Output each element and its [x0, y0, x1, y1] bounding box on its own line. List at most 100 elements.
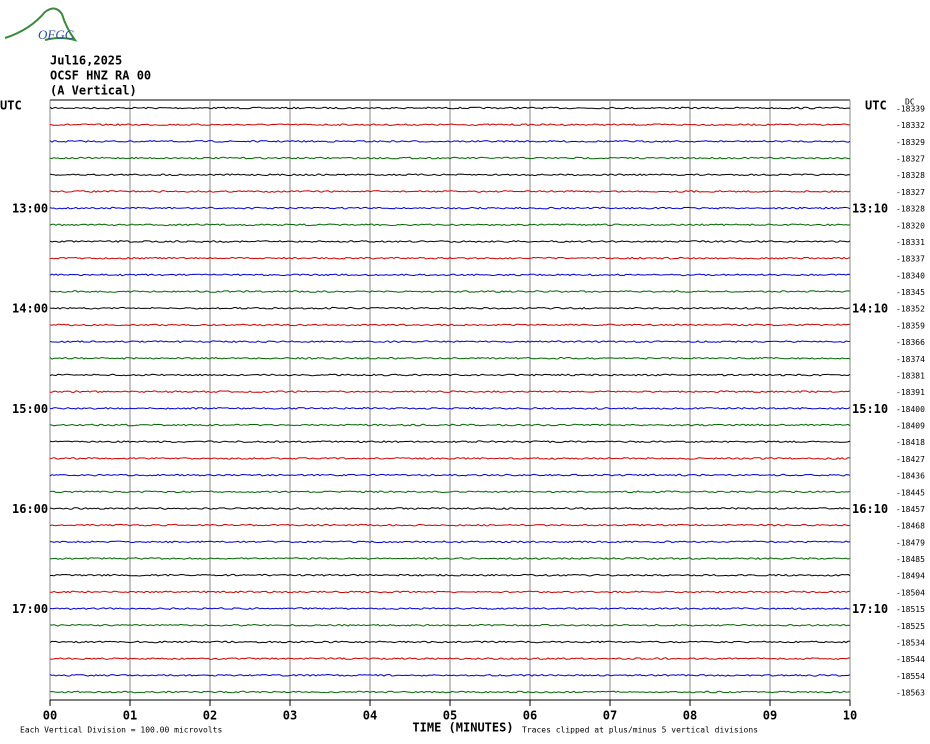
trace — [49, 640, 851, 644]
offset-label: -18327 — [896, 188, 925, 197]
offset-label: -18427 — [896, 455, 925, 464]
trace — [49, 540, 851, 544]
trace — [49, 573, 851, 577]
offset-label: -18525 — [896, 622, 925, 631]
trace — [49, 390, 851, 394]
offset-label: -18485 — [896, 555, 925, 564]
time-label: 17:10 — [852, 602, 888, 616]
trace — [49, 189, 851, 193]
trace — [49, 457, 851, 460]
offset-label: -18328 — [896, 171, 925, 180]
offset-label: -18554 — [896, 672, 925, 681]
offset-label: -18359 — [896, 321, 925, 330]
time-label: 15:10 — [852, 402, 888, 416]
offset-label: -18563 — [896, 689, 925, 698]
offset-label: -18374 — [896, 355, 925, 364]
x-tick-label: 09 — [763, 709, 777, 723]
time-label: 17:00 — [12, 602, 48, 616]
offset-label: -18515 — [896, 605, 925, 614]
trace — [49, 423, 851, 427]
time-label: 13:00 — [12, 202, 48, 216]
x-tick-label: 07 — [603, 709, 617, 723]
offset-label: -18400 — [896, 405, 925, 414]
trace — [49, 590, 851, 594]
offset-label: -18327 — [896, 155, 925, 164]
offset-label: -18320 — [896, 221, 925, 230]
x-tick-label: 10 — [843, 709, 857, 723]
offset-label: -18381 — [896, 371, 925, 380]
x-tick-label: 02 — [203, 709, 217, 723]
trace — [49, 290, 851, 293]
offset-label: -18340 — [896, 271, 925, 280]
time-label: 16:00 — [12, 502, 48, 516]
logo: OFGC — [38, 27, 74, 42]
offset-label: -18479 — [896, 538, 925, 547]
offset-label: -18457 — [896, 505, 925, 514]
time-label: 15:00 — [12, 402, 48, 416]
trace — [50, 690, 851, 694]
footnote: Traces clipped at plus/minus 5 vertical … — [522, 726, 758, 735]
trace — [49, 139, 851, 143]
trace — [49, 440, 851, 444]
trace — [49, 623, 851, 627]
trace — [49, 473, 851, 477]
x-axis-label: TIME (MINUTES) — [412, 721, 513, 735]
offset-label: -18494 — [896, 572, 925, 581]
x-tick-label: 08 — [683, 709, 697, 723]
trace — [49, 223, 851, 227]
title: (A Vertical) — [50, 84, 137, 98]
trace — [49, 256, 851, 260]
offset-label: -18445 — [896, 488, 925, 497]
trace — [49, 673, 851, 677]
trace — [50, 557, 851, 560]
offset-label: -18332 — [896, 121, 925, 130]
time-label: 13:10 — [852, 202, 888, 216]
x-tick-label: 03 — [283, 709, 297, 723]
right-header: UTC — [865, 99, 887, 113]
trace — [50, 406, 851, 410]
offset-label: -18339 — [896, 105, 925, 114]
time-label: 14:00 — [12, 302, 48, 316]
offset-label: -18391 — [896, 388, 925, 397]
offset-label: -18337 — [896, 255, 925, 264]
trace — [49, 323, 850, 327]
offset-label: -18331 — [896, 238, 925, 247]
offset-label: -18328 — [896, 205, 925, 214]
offset-label: -18352 — [896, 305, 925, 314]
trace — [49, 657, 851, 661]
trace — [49, 240, 851, 243]
offset-label: -18468 — [896, 522, 925, 531]
x-tick-label: 00 — [43, 709, 57, 723]
trace — [49, 607, 851, 610]
offset-label: -18329 — [896, 138, 925, 147]
time-label: 16:10 — [852, 502, 888, 516]
trace — [49, 123, 850, 127]
offset-label: -18409 — [896, 422, 925, 431]
trace — [49, 340, 851, 343]
offset-header: DC — [905, 98, 915, 107]
offset-label: -18345 — [896, 288, 925, 297]
title: Jul16,2025 — [50, 54, 122, 68]
trace — [49, 206, 851, 210]
trace — [49, 156, 851, 160]
trace — [49, 507, 851, 510]
offset-label: -18366 — [896, 338, 925, 347]
x-tick-label: 05 — [443, 709, 457, 723]
offset-label: -18436 — [896, 472, 925, 481]
offset-label: -18418 — [896, 438, 925, 447]
time-label: 14:10 — [852, 302, 888, 316]
trace — [49, 356, 851, 360]
trace — [49, 306, 851, 310]
trace — [49, 490, 851, 494]
offset-label: -18544 — [896, 655, 925, 664]
trace — [49, 106, 851, 110]
x-tick-label: 06 — [523, 709, 537, 723]
x-tick-label: 04 — [363, 709, 377, 723]
x-tick-label: 01 — [123, 709, 137, 723]
logo-mark — [4, 7, 78, 42]
footnote: Each Vertical Division = 100.00 microvol… — [20, 726, 222, 735]
trace — [49, 273, 851, 277]
trace — [49, 173, 851, 177]
trace — [49, 373, 851, 377]
